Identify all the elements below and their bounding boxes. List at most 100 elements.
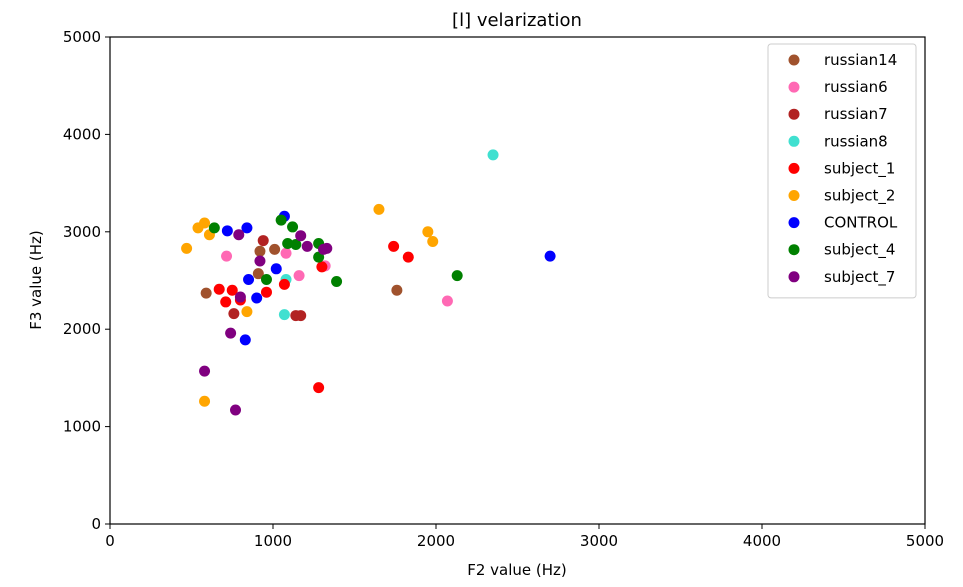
legend-item: subject_2: [788, 187, 895, 206]
data-point: [280, 247, 292, 259]
data-point: [441, 295, 453, 307]
data-point: [301, 240, 313, 252]
legend-marker: [788, 190, 800, 201]
data-point: [487, 149, 499, 161]
legend-item: russian14: [788, 51, 897, 69]
y-tick-label: 0: [91, 515, 101, 533]
data-point: [220, 296, 232, 308]
chart-title: [l] velarization: [452, 10, 582, 31]
data-point: [234, 291, 246, 303]
data-point: [316, 261, 328, 273]
data-point: [544, 250, 556, 262]
y-tick-label: 4000: [63, 125, 101, 143]
y-tick-label: 5000: [63, 28, 101, 46]
data-point: [275, 214, 287, 226]
data-point: [239, 334, 251, 346]
legend-item: russian7: [788, 105, 888, 123]
data-point: [278, 278, 290, 290]
legend-label: russian7: [824, 105, 888, 123]
x-tick-label: 1000: [254, 532, 292, 550]
legend-marker: [788, 244, 800, 256]
data-point: [427, 236, 439, 248]
data-point: [181, 242, 193, 254]
legend-item: russian6: [788, 78, 888, 96]
data-point: [257, 235, 269, 247]
series-russian7: [228, 235, 307, 322]
data-point: [402, 251, 414, 263]
legend-label: subject_7: [824, 268, 895, 287]
series-subject_2: [181, 203, 439, 407]
legend-item: subject_4: [788, 241, 895, 260]
data-point: [260, 286, 272, 298]
legend-marker: [788, 81, 800, 93]
series-russian14: [200, 243, 403, 299]
legend-marker: [788, 217, 800, 229]
data-point: [241, 306, 253, 318]
legend-item: russian8: [788, 132, 888, 150]
legend-marker: [788, 108, 800, 120]
data-point: [269, 243, 281, 255]
legend-item: subject_7: [788, 268, 895, 287]
x-tick-label: 0: [105, 532, 115, 550]
data-point: [282, 237, 294, 249]
plot-area: [181, 149, 556, 416]
legend-marker: [788, 271, 800, 283]
legend-label: russian8: [824, 132, 888, 150]
series-CONTROL: [221, 210, 556, 346]
legend-marker: [788, 162, 800, 174]
data-point: [295, 230, 307, 242]
y-tick-label: 2000: [63, 320, 101, 338]
legend: russian14 russian6 russian7 russian8 subject…: [767, 43, 917, 299]
data-point: [391, 284, 403, 296]
data-point: [225, 327, 237, 339]
data-point: [373, 203, 385, 215]
legend-label: russian6: [824, 78, 888, 96]
series-russian8: [278, 149, 499, 321]
y-axis-title: F3 value (Hz): [27, 230, 45, 330]
x-axis: 0 1000 2000 3000 4000 5000: [105, 524, 944, 550]
data-point: [254, 255, 266, 267]
data-point: [331, 275, 343, 287]
legend-label: subject_2: [824, 187, 895, 206]
data-point: [252, 268, 264, 280]
data-point: [451, 270, 463, 282]
data-point: [422, 226, 434, 238]
legend-frame: [767, 43, 917, 299]
data-point: [293, 270, 305, 282]
data-point: [254, 245, 266, 257]
legend-marker: [788, 54, 800, 66]
data-point: [199, 365, 211, 377]
series-subject_7: [199, 229, 333, 416]
data-point: [221, 250, 233, 262]
data-point: [287, 221, 299, 233]
y-axis: 0 1000 2000 3000 4000 5000: [63, 28, 110, 533]
data-point: [295, 310, 307, 322]
x-tick-label: 5000: [906, 532, 944, 550]
y-tick-label: 1000: [63, 418, 101, 436]
series-subject_1: [213, 240, 414, 394]
data-point: [270, 263, 282, 275]
data-point: [213, 283, 225, 295]
x-tick-label: 3000: [580, 532, 618, 550]
data-point: [388, 240, 400, 252]
data-point: [313, 382, 325, 394]
data-point: [278, 309, 290, 321]
x-axis-title: F2 value (Hz): [467, 561, 567, 579]
x-tick-label: 2000: [417, 532, 455, 550]
data-point: [226, 284, 238, 296]
legend-label: subject_1: [824, 159, 895, 178]
legend-label: CONTROL: [824, 214, 898, 232]
data-point: [208, 222, 220, 234]
legend-item: CONTROL: [788, 214, 898, 232]
data-point: [260, 274, 272, 286]
series-subject_4: [208, 214, 463, 287]
y-tick-label: 3000: [63, 223, 101, 241]
x-tick-label: 4000: [743, 532, 781, 550]
legend-item: subject_1: [788, 159, 895, 178]
plot-frame: [109, 36, 926, 525]
data-point: [251, 292, 263, 304]
legend-label: russian14: [824, 51, 897, 69]
data-point: [290, 238, 302, 250]
data-point: [241, 222, 253, 234]
